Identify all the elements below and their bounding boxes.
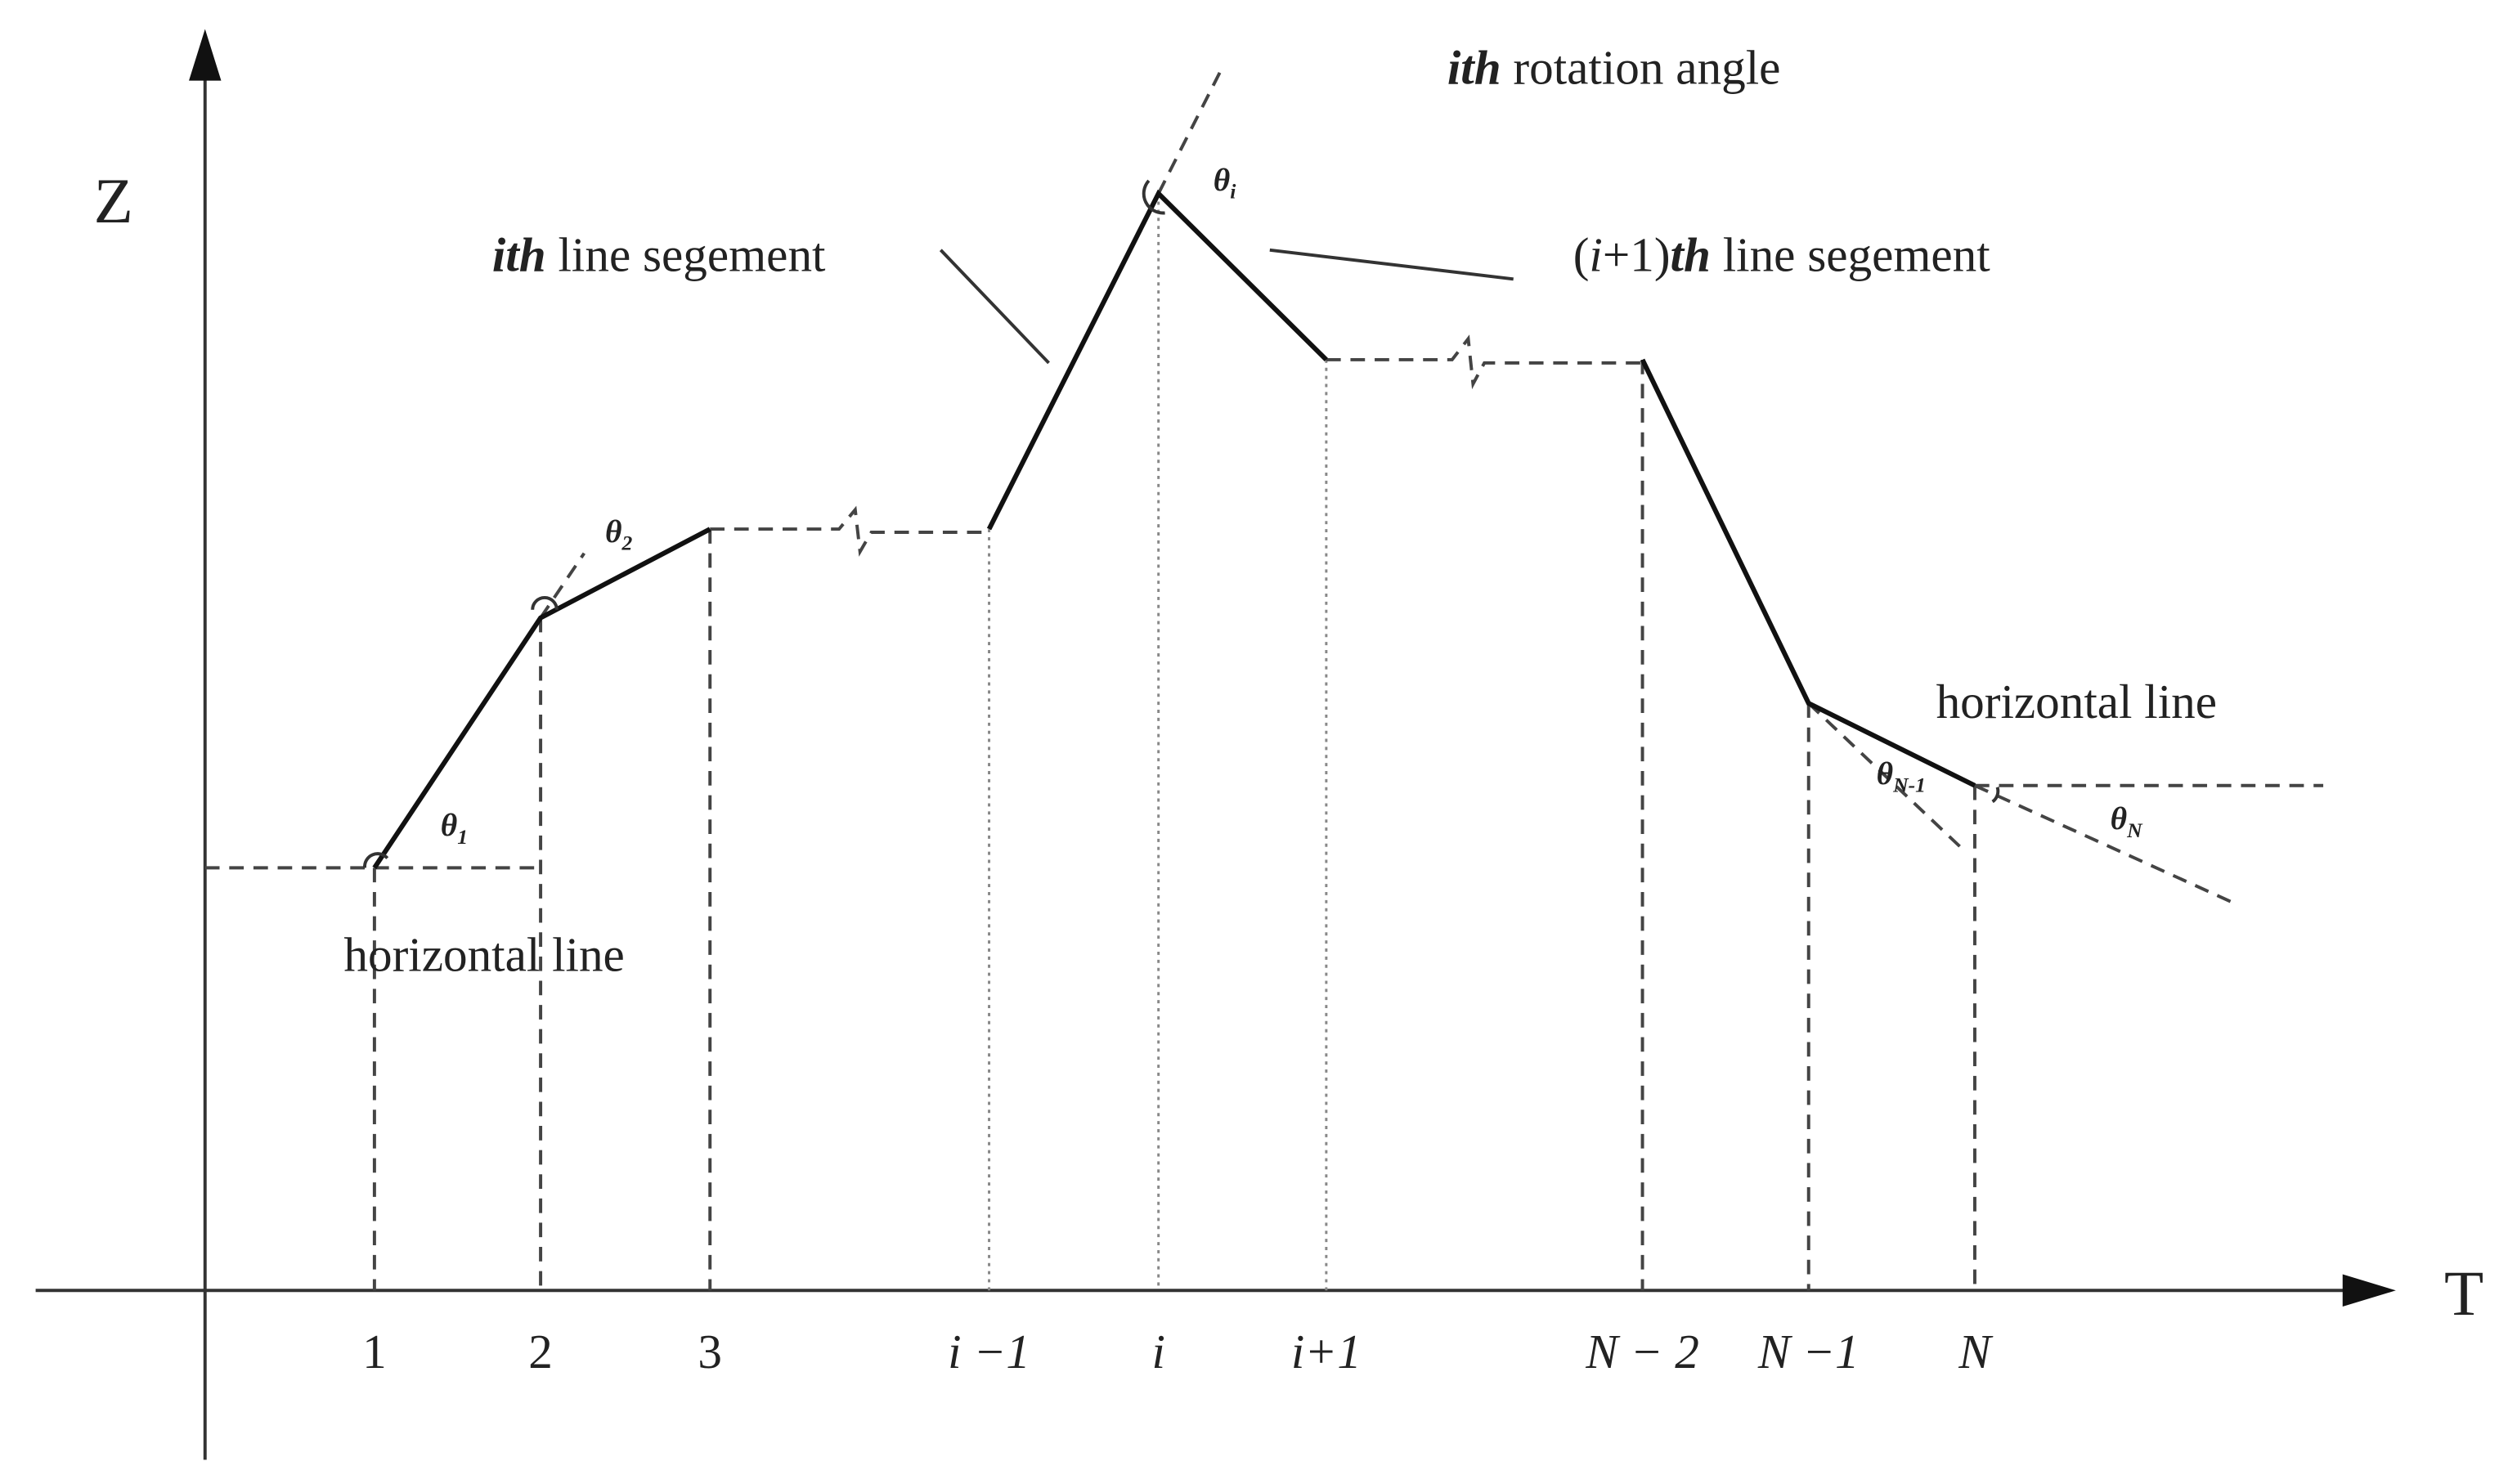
angle-symbol: θ <box>1877 755 1893 791</box>
angle-label: θi <box>1214 162 1236 204</box>
x-tick-label: N − 2 <box>1585 1325 1699 1379</box>
annotation-text: ( <box>1573 227 1590 281</box>
piecewise-line <box>372 189 1976 870</box>
annotation-text: +1) <box>1603 227 1671 281</box>
angle-symbol: θ <box>1214 162 1230 198</box>
x-tick-label: i <box>1151 1325 1164 1379</box>
angle-subscript: N-1 <box>1892 773 1926 797</box>
x-tick-label: i −1 <box>948 1325 1030 1379</box>
angle-label: θN <box>2111 800 2143 842</box>
angle-subscript: i <box>1230 180 1236 204</box>
y-label: Z <box>94 166 133 237</box>
annotation: ith rotation angle <box>1447 41 1781 95</box>
angle-subscript: N <box>2126 818 2143 842</box>
annotation-text: line segement <box>559 227 827 281</box>
angle-symbol: θ <box>441 807 457 843</box>
annotation: horizontal line <box>1936 675 2217 729</box>
angle-label: θ2 <box>605 513 632 555</box>
angle-symbol: θ <box>2111 800 2127 836</box>
pointer <box>939 249 1050 365</box>
x-tick-label: 3 <box>698 1325 722 1379</box>
x-tick-label: 1 <box>362 1325 387 1379</box>
pointer <box>1269 248 1514 281</box>
annotation-text: line segement <box>1723 227 1991 281</box>
x-tick-label: N −1 <box>1757 1325 1860 1379</box>
angle-subscript: 1 <box>457 825 468 849</box>
annotation: (i+1)th line segement <box>1573 227 1991 281</box>
annotation-emph: ith <box>1447 41 1501 95</box>
angle-arcs <box>363 179 2000 868</box>
angle-label: θN-1 <box>1877 755 1926 797</box>
angle-label: θ1 <box>441 807 468 849</box>
x-tick-label: 2 <box>528 1325 553 1379</box>
annotation: horizontal line <box>343 928 624 982</box>
x-tick-label: i+1 <box>1291 1325 1362 1379</box>
annotation-emph: th <box>1671 227 1711 281</box>
angle-symbol: θ <box>605 513 621 549</box>
annotation-text: rotation angle <box>1513 41 1780 95</box>
guides <box>204 71 2324 1291</box>
tick-labels: 1 2 3 i −1 i i+1 N − 2 N −1 N <box>362 1325 1994 1379</box>
x-tick-label: N <box>1958 1325 1994 1379</box>
annotation: ith line segement <box>492 227 826 281</box>
x-arrow <box>2342 1274 2396 1307</box>
x-label: T <box>2444 1258 2483 1329</box>
annotation-emph: ith <box>492 227 546 281</box>
y-arrow <box>189 29 222 81</box>
angle-subscript: 2 <box>621 531 632 555</box>
annotation-text: i <box>1589 227 1602 281</box>
